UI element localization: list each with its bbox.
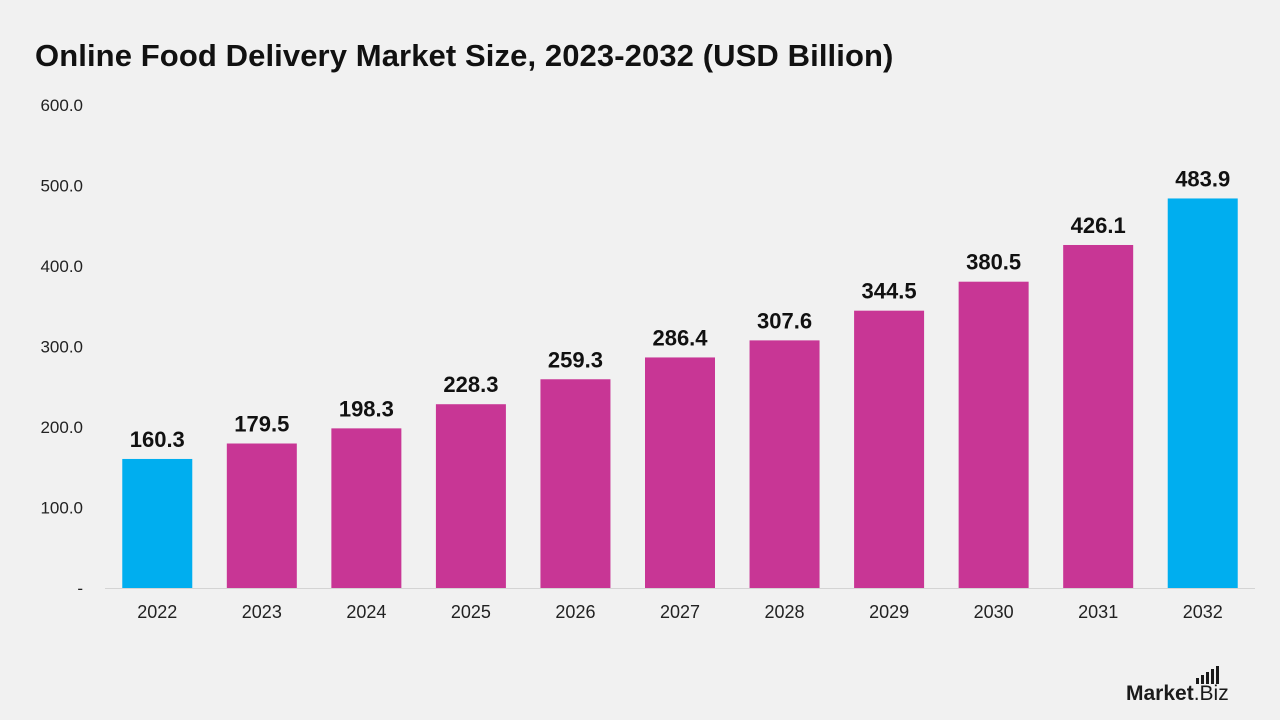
y-tick-label: 600.0 xyxy=(40,96,83,115)
y-tick-label: - xyxy=(77,579,83,598)
x-tick-label-2022: 2022 xyxy=(137,602,177,622)
x-axis: 2022 2023 2024 2025 2026 2027 2028 2029 2030 2031… xyxy=(105,588,1255,622)
brand-logo: Market.Biz xyxy=(1126,660,1256,706)
bar-2027 xyxy=(645,357,715,588)
y-tick-label: 500.0 xyxy=(40,177,83,196)
bar-2032 xyxy=(1167,198,1238,588)
bar-series xyxy=(122,198,1238,588)
x-tick-label-2029: 2029 xyxy=(869,602,909,622)
x-tick-label-2025: 2025 xyxy=(451,602,491,622)
data-label-2028: 307.6 xyxy=(757,308,812,333)
bar-2022 xyxy=(122,458,193,588)
bar-2023 xyxy=(226,443,297,588)
bar-2031 xyxy=(1063,244,1134,588)
data-label-2025: 228.3 xyxy=(443,372,498,397)
bar-2030 xyxy=(958,281,1029,588)
x-tick-label-2032: 2032 xyxy=(1183,602,1223,622)
y-tick-label: 400.0 xyxy=(40,257,83,276)
bar-2025 xyxy=(435,404,506,588)
bar-2028 xyxy=(749,340,820,588)
bar-2029 xyxy=(854,310,925,588)
data-label-2022: 160.3 xyxy=(130,427,185,452)
x-tick-label-2023: 2023 xyxy=(242,602,282,622)
data-label-2032: 483.9 xyxy=(1175,166,1230,191)
logo-text: Market.Biz xyxy=(1126,682,1229,705)
y-tick-label: 300.0 xyxy=(40,338,83,357)
data-label-2031: 426.1 xyxy=(1071,213,1126,238)
y-tick-label: 200.0 xyxy=(40,418,83,437)
x-tick-label-2028: 2028 xyxy=(765,602,805,622)
data-label-2030: 380.5 xyxy=(966,250,1021,275)
data-label-2024: 198.3 xyxy=(339,396,394,421)
x-tick-label-2026: 2026 xyxy=(555,602,595,622)
data-label-2026: 259.3 xyxy=(548,347,603,372)
y-tick-label: 100.0 xyxy=(40,499,83,518)
data-label-2029: 344.5 xyxy=(862,279,917,304)
x-tick-label-2031: 2031 xyxy=(1078,602,1118,622)
x-tick-label-2027: 2027 xyxy=(660,602,700,622)
bar-2026 xyxy=(540,379,611,588)
data-labels: 160.3 179.5 198.3 228.3 259.3 286.4 307.6 344.5… xyxy=(130,166,1231,451)
data-label-2027: 286.4 xyxy=(652,325,708,350)
chart-title: Online Food Delivery Market Size, 2023-2… xyxy=(35,38,894,73)
bar-2024 xyxy=(331,428,402,588)
data-label-2023: 179.5 xyxy=(234,412,289,437)
x-tick-label-2024: 2024 xyxy=(346,602,386,622)
x-tick-label-2030: 2030 xyxy=(974,602,1014,622)
logo-bars-icon xyxy=(1196,666,1219,684)
y-axis: - 100.0 200.0 300.0 400.0 500.0 600.0 xyxy=(40,96,83,598)
